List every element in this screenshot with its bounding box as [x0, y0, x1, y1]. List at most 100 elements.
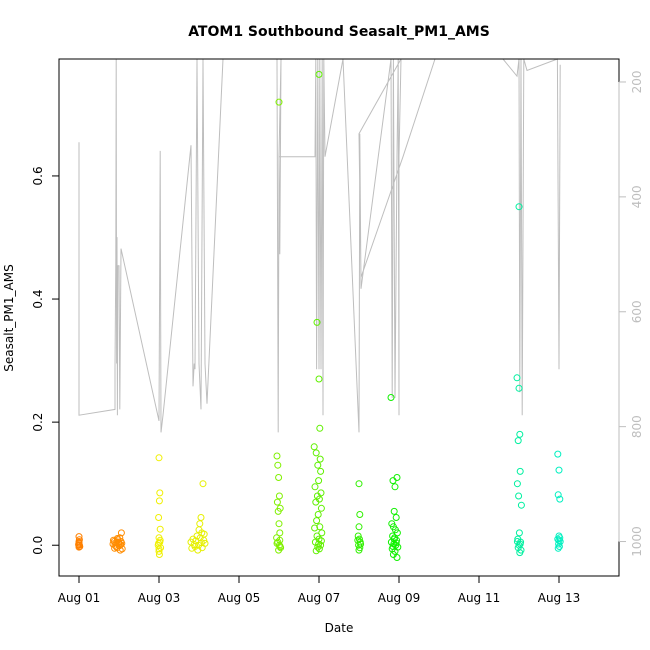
data-point: [75, 539, 83, 547]
data-point: [316, 523, 324, 531]
chart-title: ATOM1 Southbound Seasalt_PM1_AMS: [188, 24, 490, 40]
data-point: [195, 541, 203, 549]
data-point: [390, 507, 398, 515]
y-axis-label: Seasalt_PM1_AMS: [2, 264, 16, 371]
data-point: [515, 529, 523, 537]
series-6: [354, 480, 365, 554]
x-tick-label: Aug 09: [378, 591, 421, 605]
data-point: [113, 535, 121, 542]
y-tick-label: 0.0: [31, 536, 45, 555]
data-point: [313, 517, 321, 525]
data-point: [275, 474, 283, 481]
data-point: [513, 374, 521, 382]
data-point: [313, 318, 321, 326]
x-tick-label: Aug 07: [298, 591, 341, 605]
data-points-layer: [75, 70, 564, 561]
x-axis: Aug 01 Aug 03 Aug 05 Aug 07 Aug 09 Aug 11 Aug …: [58, 575, 581, 605]
data-point: [118, 539, 126, 547]
data-point: [312, 547, 320, 555]
data-point: [155, 454, 163, 462]
data-point: [196, 534, 204, 542]
y-axis-right: 200 400 600 800 1000: [618, 71, 644, 557]
data-point: [554, 535, 562, 543]
y-right-tick-label: 800: [630, 415, 644, 438]
data-point: [274, 461, 282, 469]
data-point: [275, 546, 283, 554]
data-point: [316, 455, 324, 463]
data-point: [156, 489, 164, 497]
data-point: [355, 480, 363, 488]
y-right-tick-label: 600: [630, 300, 644, 323]
data-point: [276, 543, 284, 550]
data-point: [555, 466, 563, 474]
data-point: [515, 203, 523, 211]
data-point: [275, 98, 283, 106]
data-point: [310, 443, 318, 451]
data-point: [389, 543, 397, 550]
data-point: [315, 477, 323, 485]
series-5: [310, 70, 326, 555]
data-point: [515, 492, 523, 500]
y-axis-left: 0.0 0.2 0.4 0.6: [31, 166, 60, 555]
series-4: [273, 98, 285, 554]
data-point: [516, 430, 524, 438]
data-point: [515, 384, 523, 392]
data-point: [390, 535, 398, 543]
data-point: [196, 520, 204, 528]
data-point: [554, 450, 562, 458]
data-point: [516, 467, 524, 475]
data-point: [317, 467, 325, 475]
data-point: [513, 480, 521, 488]
x-tick-label: Aug 13: [538, 591, 581, 605]
data-point: [115, 542, 123, 550]
data-point: [155, 514, 163, 521]
data-point: [355, 523, 363, 531]
data-point: [157, 544, 165, 552]
data-point: [156, 525, 164, 533]
data-point: [516, 549, 524, 557]
x-tick-label: Aug 11: [458, 591, 501, 605]
series-9: [554, 450, 564, 552]
data-point: [273, 452, 281, 460]
y-tick-label: 0.2: [31, 413, 45, 432]
data-point: [556, 495, 564, 503]
data-point: [387, 394, 395, 401]
data-point: [155, 547, 163, 555]
y-right-tick-label: 200: [630, 71, 644, 94]
data-point: [314, 461, 322, 469]
data-point: [273, 498, 281, 506]
data-point: [312, 449, 320, 457]
data-point: [389, 477, 397, 485]
y-tick-label: 0.4: [31, 289, 45, 308]
data-point: [554, 544, 562, 552]
series-8: [513, 203, 525, 557]
data-point: [311, 524, 319, 532]
data-point: [156, 536, 164, 544]
data-point: [190, 541, 198, 549]
data-point: [315, 540, 323, 548]
data-point: [554, 491, 562, 499]
x-tick-label: Aug 03: [138, 591, 181, 605]
series-7: [387, 394, 402, 561]
series-3: [187, 480, 209, 554]
series-2: [154, 454, 165, 558]
data-point: [316, 424, 324, 432]
data-point: [75, 541, 83, 549]
data-point: [199, 480, 207, 488]
data-point: [393, 554, 401, 561]
data-point: [318, 529, 326, 537]
data-point: [117, 529, 125, 537]
data-point: [311, 483, 319, 491]
data-point: [315, 70, 323, 78]
data-point: [274, 507, 282, 515]
data-point: [356, 511, 364, 518]
data-point: [555, 536, 563, 544]
data-point: [155, 497, 163, 505]
series-1: [109, 529, 126, 554]
y-tick-label: 0.6: [31, 166, 45, 185]
data-point: [516, 540, 524, 548]
data-point: [391, 483, 399, 491]
data-point: [354, 532, 362, 540]
y-right-tick-label: 400: [630, 185, 644, 208]
